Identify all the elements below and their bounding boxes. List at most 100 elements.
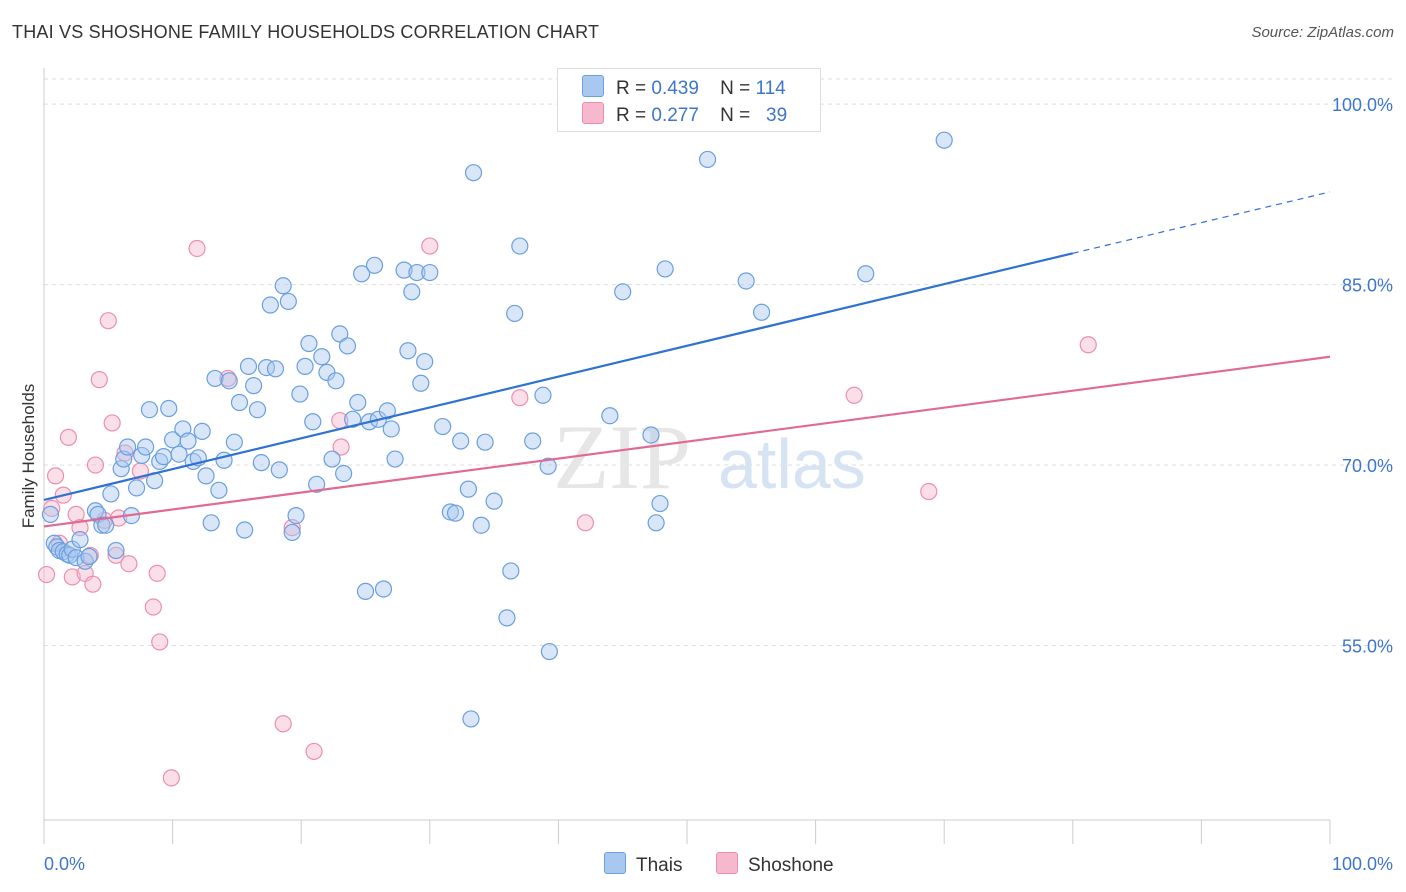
thai-point <box>335 464 353 483</box>
thai-point <box>502 562 520 580</box>
shoshone-point <box>107 546 125 564</box>
shoshone-point <box>305 742 323 761</box>
thai-point <box>462 710 480 728</box>
thai-point <box>472 516 490 534</box>
thai-n-label: N = <box>720 78 751 99</box>
thai-point <box>737 272 755 290</box>
shoshone-point <box>43 499 61 517</box>
thai-point <box>248 401 267 419</box>
thai-point <box>647 514 665 532</box>
thai-point <box>225 433 243 451</box>
chart-title: THAI VS SHOSHONE FAMILY HOUSEHOLDS CORRE… <box>12 22 600 42</box>
shoshone-point <box>99 312 117 330</box>
thai-point <box>270 461 288 479</box>
thai-point <box>236 521 254 539</box>
shoshone-point <box>103 414 121 432</box>
thai-point <box>133 446 151 465</box>
thai-point <box>287 506 305 525</box>
thai-point <box>524 432 542 450</box>
shoshone-n-label: N = <box>720 105 751 126</box>
thai-point <box>399 342 417 360</box>
thai-point <box>539 457 557 475</box>
thai-point <box>41 505 60 523</box>
thai-point <box>464 164 483 182</box>
thai-point <box>193 422 211 440</box>
thai-point <box>118 438 137 456</box>
thai-point <box>300 334 318 353</box>
shoshone-point <box>845 386 863 404</box>
thai-point <box>283 523 301 542</box>
x-tick-label: 100.0% <box>1332 854 1393 874</box>
thai-point <box>614 283 632 301</box>
thai-point <box>476 433 494 451</box>
thai-point <box>511 237 529 255</box>
shoshone-point <box>421 237 439 255</box>
thai-point <box>323 450 341 468</box>
thai-point <box>365 256 384 274</box>
thai-point <box>378 402 396 420</box>
thai-point <box>154 448 173 466</box>
thai-point <box>239 357 258 375</box>
thai-point <box>93 516 111 534</box>
thai-point <box>261 296 279 314</box>
thai-point <box>485 492 503 510</box>
shoshone-point <box>576 514 595 532</box>
thai-point <box>197 467 215 485</box>
thai-point <box>403 283 421 301</box>
thai-point <box>651 494 669 513</box>
x-tick-label: 0.0% <box>44 854 85 874</box>
thai-point <box>412 374 430 392</box>
legend-row-shoshone: R = 0.277 N = 39 <box>582 102 787 128</box>
y-tick-label: 55.0% <box>1342 637 1393 657</box>
shoshone-r-label: R = <box>616 105 647 126</box>
legend-row-thai: R = 0.439 N = 114 <box>582 75 786 101</box>
thai-point <box>296 357 314 375</box>
shoshone-point <box>37 565 56 584</box>
thai-point <box>220 372 238 390</box>
thai-point <box>313 348 331 366</box>
thai-point <box>421 263 439 282</box>
shoshone-point <box>144 598 162 616</box>
thai-point <box>252 454 270 472</box>
thai-point <box>353 265 371 283</box>
thai-point <box>102 485 120 503</box>
shoshone-point <box>71 519 89 537</box>
thai-point <box>935 131 953 149</box>
shoshone-point <box>332 438 350 456</box>
thai-point <box>642 426 660 444</box>
thai-point <box>386 450 404 468</box>
thai-r-value: 0.439 <box>651 78 699 99</box>
thai-point <box>857 265 875 283</box>
thai-point <box>349 393 367 412</box>
thai-point <box>459 480 477 498</box>
thai-point <box>656 260 674 278</box>
zipatlas-watermark: ZIP atlas <box>553 406 866 508</box>
correlation-legend: R = 0.439 N = 114 R = 0.277 N = 39 <box>557 68 821 132</box>
y-tick-label: 100.0% <box>1332 95 1393 115</box>
axes <box>43 68 1331 844</box>
thai-point <box>112 460 130 478</box>
thai-swatch-icon <box>582 75 604 97</box>
thais-legend-swatch-icon <box>604 852 626 874</box>
thai-trend-extension <box>1072 191 1331 254</box>
shoshone-point <box>59 428 78 446</box>
shoshone-point <box>86 456 105 474</box>
thai-trend-line <box>43 252 1074 502</box>
thai-point <box>245 377 263 395</box>
source-credit: Source: ZipAtlas.com <box>1251 24 1394 41</box>
y-tick-label: 85.0% <box>1342 276 1393 296</box>
shoshone-point <box>188 239 206 258</box>
shoshone-point <box>1079 336 1097 354</box>
thais-legend-label: Thais <box>636 855 683 876</box>
thai-point <box>356 582 375 600</box>
thai-point <box>344 410 362 428</box>
shoshone-n-value: 39 <box>766 105 788 126</box>
thai-point <box>452 432 470 450</box>
shoshone-point <box>511 389 529 407</box>
shoshone-point <box>148 564 166 582</box>
thai-point <box>601 407 619 425</box>
thai-point <box>374 580 393 598</box>
thai-point <box>506 304 524 323</box>
y-axis-label: Family Households <box>19 384 38 529</box>
